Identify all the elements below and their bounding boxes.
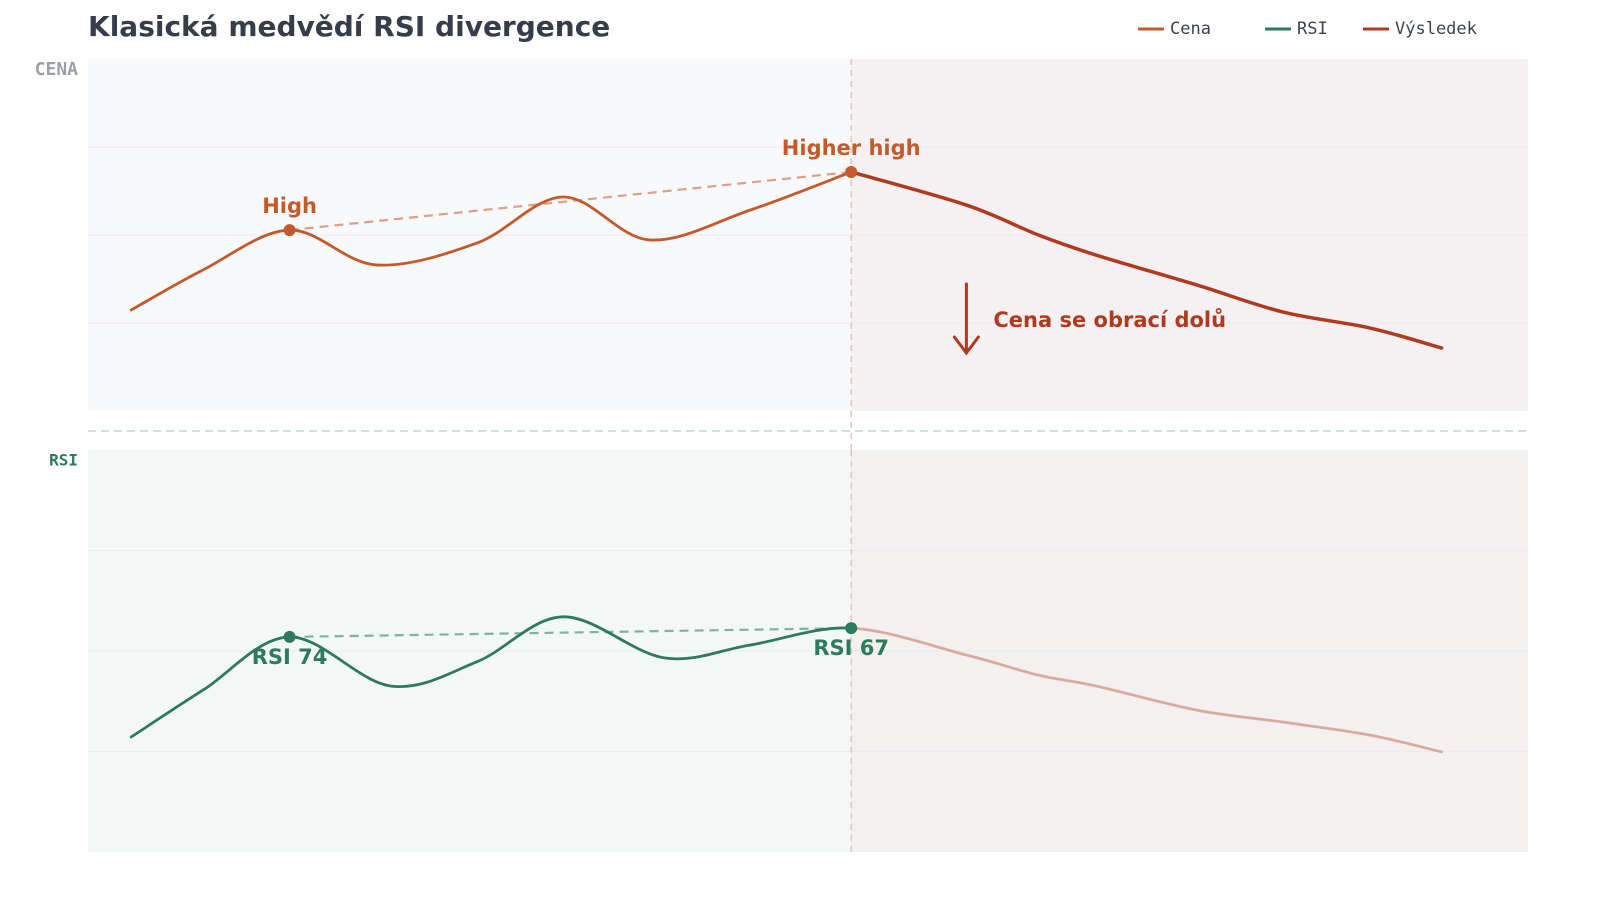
legend-label: Výsledek <box>1395 19 1477 39</box>
arrow <box>952 282 980 356</box>
legend-label: RSI <box>1297 19 1328 39</box>
legend-label: Cena <box>1170 19 1211 39</box>
panel-label: RSI <box>49 451 78 470</box>
divergence-line <box>289 626 852 639</box>
pivot-dot <box>845 622 858 635</box>
panel-label: CENA <box>35 59 79 80</box>
annotation: Higher high <box>782 136 921 160</box>
annotation: High <box>262 194 317 218</box>
annotation: RSI 74 <box>252 645 328 669</box>
pivot-dot <box>283 630 296 643</box>
series-line <box>129 615 1443 754</box>
annotation: RSI 67 <box>813 636 889 660</box>
series-line <box>129 170 853 312</box>
pivot-dot <box>283 224 296 237</box>
series-line <box>849 170 1444 350</box>
chart-title: Klasická medvědí RSI divergence <box>88 10 610 43</box>
divergence-line <box>289 170 852 232</box>
pivot-dot <box>845 165 858 178</box>
annotation: Cena se obrací dolů <box>993 308 1226 332</box>
